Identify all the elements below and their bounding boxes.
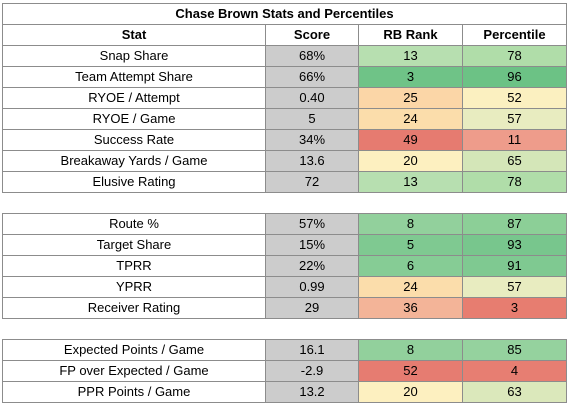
header-percentile: Percentile (462, 24, 567, 46)
table-row: Target Share 15% 5 93 (2, 234, 567, 256)
score-cell: 22% (265, 255, 359, 277)
stat-cell: Breakaway Yards / Game (2, 150, 266, 172)
table-row: Team Attempt Share 66% 3 96 (2, 66, 567, 88)
stats-table: Chase Brown Stats and Percentiles Stat S… (2, 3, 567, 403)
rb-rank-cell: 6 (358, 255, 463, 277)
percentile-cell: 91 (462, 255, 567, 277)
percentile-cell: 3 (462, 297, 567, 319)
stat-cell: Elusive Rating (2, 171, 266, 193)
score-cell: 34% (265, 129, 359, 151)
table-row: PPR Points / Game 13.2 20 63 (2, 381, 567, 403)
spacer-cell (2, 192, 266, 214)
table-row: Elusive Rating 72 13 78 (2, 171, 567, 193)
score-cell: 13.6 (265, 150, 359, 172)
score-cell: 29 (265, 297, 359, 319)
rb-rank-cell: 25 (358, 87, 463, 109)
rb-rank-cell: 20 (358, 381, 463, 403)
rb-rank-cell: 8 (358, 339, 463, 361)
stat-cell: Snap Share (2, 45, 266, 67)
percentile-cell: 57 (462, 108, 567, 130)
percentile-cell: 78 (462, 171, 567, 193)
rb-rank-cell: 5 (358, 234, 463, 256)
rb-rank-cell: 13 (358, 171, 463, 193)
spacer-cell (265, 192, 359, 214)
table-title: Chase Brown Stats and Percentiles (2, 3, 567, 25)
rb-rank-cell: 49 (358, 129, 463, 151)
table-row: Snap Share 68% 13 78 (2, 45, 567, 67)
score-cell: 0.99 (265, 276, 359, 298)
rb-rank-cell: 52 (358, 360, 463, 382)
stat-cell: Team Attempt Share (2, 66, 266, 88)
percentile-cell: 4 (462, 360, 567, 382)
spacer-cell (462, 318, 567, 340)
stat-cell: Expected Points / Game (2, 339, 266, 361)
table-row: Success Rate 34% 49 11 (2, 129, 567, 151)
stat-cell: Route % (2, 213, 266, 235)
table-row: Receiver Rating 29 36 3 (2, 297, 567, 319)
table-row: Route % 57% 8 87 (2, 213, 567, 235)
group-spacer (2, 192, 567, 214)
group-spacer (2, 318, 567, 340)
stat-cell: Success Rate (2, 129, 266, 151)
header-score: Score (265, 24, 359, 46)
spacer-cell (358, 192, 463, 214)
score-cell: 15% (265, 234, 359, 256)
table-row: Expected Points / Game 16.1 8 85 (2, 339, 567, 361)
percentile-cell: 85 (462, 339, 567, 361)
percentile-cell: 93 (462, 234, 567, 256)
table-row: FP over Expected / Game -2.9 52 4 (2, 360, 567, 382)
stat-cell: Receiver Rating (2, 297, 266, 319)
stat-cell: FP over Expected / Game (2, 360, 266, 382)
percentile-cell: 96 (462, 66, 567, 88)
percentile-cell: 57 (462, 276, 567, 298)
percentile-cell: 87 (462, 213, 567, 235)
table-row: YPRR 0.99 24 57 (2, 276, 567, 298)
score-cell: 57% (265, 213, 359, 235)
percentile-cell: 65 (462, 150, 567, 172)
score-cell: 16.1 (265, 339, 359, 361)
title-row: Chase Brown Stats and Percentiles (2, 3, 567, 25)
rb-rank-cell: 8 (358, 213, 463, 235)
rb-rank-cell: 24 (358, 276, 463, 298)
score-cell: 68% (265, 45, 359, 67)
header-row: Stat Score RB Rank Percentile (2, 24, 567, 46)
rb-rank-cell: 13 (358, 45, 463, 67)
percentile-cell: 52 (462, 87, 567, 109)
stat-cell: Target Share (2, 234, 266, 256)
percentile-cell: 78 (462, 45, 567, 67)
score-cell: 5 (265, 108, 359, 130)
spacer-cell (2, 318, 266, 340)
score-cell: 13.2 (265, 381, 359, 403)
stat-cell: RYOE / Game (2, 108, 266, 130)
stat-cell: RYOE / Attempt (2, 87, 266, 109)
score-cell: 0.40 (265, 87, 359, 109)
table-row: RYOE / Game 5 24 57 (2, 108, 567, 130)
header-rb-rank: RB Rank (358, 24, 463, 46)
table-row: TPRR 22% 6 91 (2, 255, 567, 277)
spacer-cell (358, 318, 463, 340)
table-row: Breakaway Yards / Game 13.6 20 65 (2, 150, 567, 172)
rb-rank-cell: 36 (358, 297, 463, 319)
stat-cell: YPRR (2, 276, 266, 298)
spacer-cell (462, 192, 567, 214)
percentile-cell: 63 (462, 381, 567, 403)
rb-rank-cell: 20 (358, 150, 463, 172)
table-row: RYOE / Attempt 0.40 25 52 (2, 87, 567, 109)
spacer-cell (265, 318, 359, 340)
header-stat: Stat (2, 24, 266, 46)
stat-cell: TPRR (2, 255, 266, 277)
rb-rank-cell: 3 (358, 66, 463, 88)
score-cell: 72 (265, 171, 359, 193)
stat-cell: PPR Points / Game (2, 381, 266, 403)
score-cell: 66% (265, 66, 359, 88)
rb-rank-cell: 24 (358, 108, 463, 130)
score-cell: -2.9 (265, 360, 359, 382)
percentile-cell: 11 (462, 129, 567, 151)
